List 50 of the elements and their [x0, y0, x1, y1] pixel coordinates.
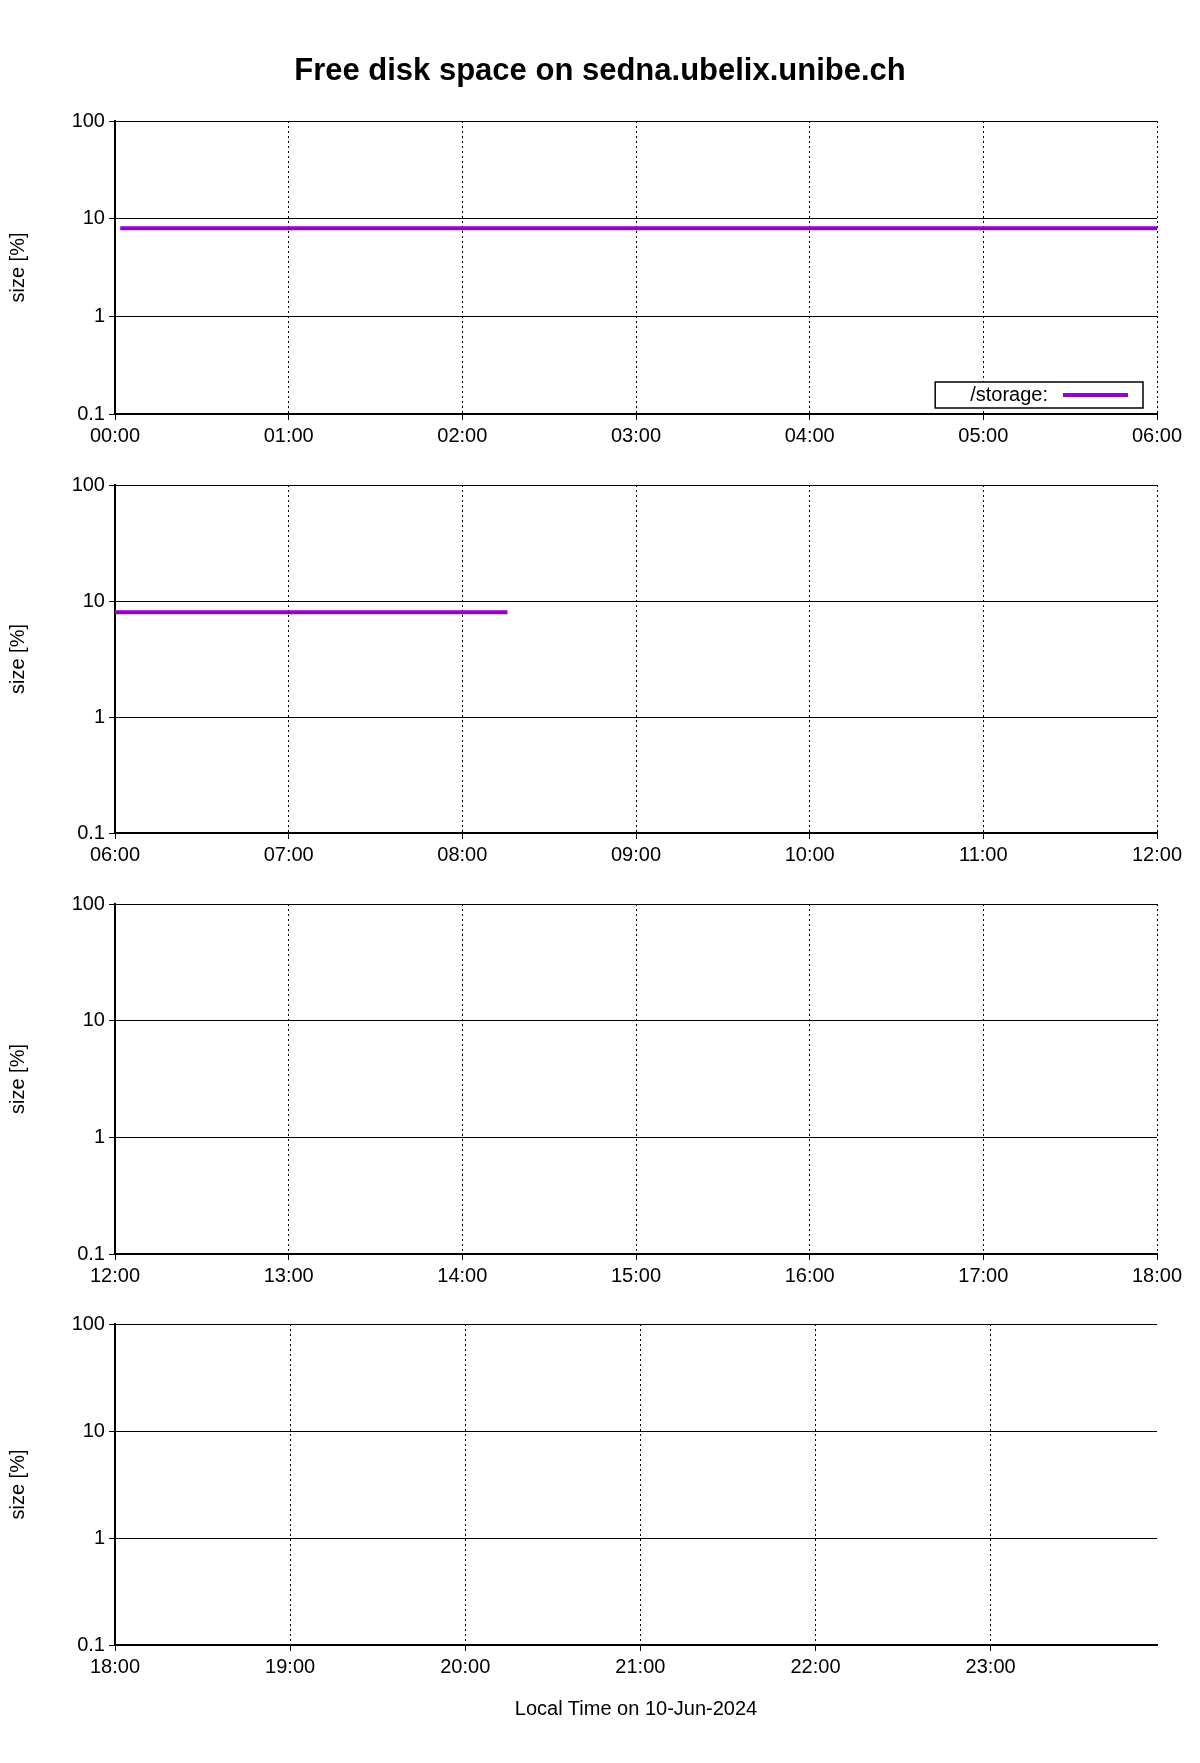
y-axis-title: size [%]	[5, 623, 28, 695]
x-tick-label: 17:00	[958, 1263, 1009, 1286]
y-axis-title: size [%]	[5, 232, 28, 303]
x-tick-label: 08:00	[437, 842, 488, 865]
y-tick-label: 0.1	[77, 1632, 105, 1655]
x-tick-label: 06:00	[89, 842, 141, 865]
x-tick-label: 22:00	[790, 1654, 841, 1677]
x-tick-label: 09:00	[610, 842, 662, 865]
y-tick-label: 1	[93, 1525, 105, 1548]
x-tick-label: 19:00	[265, 1654, 316, 1677]
y-tick-label: 10	[82, 1418, 105, 1441]
x-tick-label: 07:00	[263, 842, 314, 865]
x-tick-label: 18:00	[89, 1654, 141, 1677]
x-tick-label: 15:00	[610, 1263, 662, 1286]
y-tick-label: 1	[93, 1124, 105, 1147]
x-tick-label: 05:00	[958, 423, 1009, 446]
x-tick-label: 20:00	[440, 1654, 491, 1677]
x-tick-label: 12:00	[1131, 842, 1183, 865]
x-tick-label: 03:00	[610, 423, 662, 446]
x-tick-label: 04:00	[784, 423, 835, 446]
chart-title: Free disk space on sedna.ubelix.unibe.ch	[293, 52, 907, 88]
y-tick-label: 100	[71, 472, 105, 495]
x-tick-label: 21:00	[615, 1654, 666, 1677]
y-tick-label: 10	[82, 588, 105, 611]
y-tick-label: 1	[93, 704, 105, 727]
y-tick-label: 10	[82, 1008, 105, 1031]
x-tick-label: 23:00	[965, 1654, 1016, 1677]
y-tick-label: 100	[71, 108, 105, 131]
x-tick-label: 13:00	[263, 1263, 314, 1286]
x-tick-label: 11:00	[959, 842, 1008, 865]
x-tick-label: 00:00	[89, 423, 141, 446]
x-axis-title: Local Time on 10-Jun-2024	[514, 1696, 758, 1719]
y-tick-label: 0.1	[77, 401, 105, 424]
x-tick-label: 10:00	[784, 842, 835, 865]
x-tick-label: 16:00	[784, 1263, 835, 1286]
x-tick-label: 02:00	[437, 423, 488, 446]
y-axis-title: size [%]	[5, 1449, 28, 1520]
x-tick-label: 18:00	[1131, 1263, 1183, 1286]
x-tick-label: 06:00	[1131, 423, 1183, 446]
y-tick-label: 10	[82, 206, 105, 229]
x-tick-label: 01:00	[263, 423, 314, 446]
x-tick-label: 12:00	[89, 1263, 141, 1286]
y-tick-label: 1	[93, 303, 105, 326]
y-tick-label: 100	[71, 1311, 105, 1334]
y-axis-title: size [%]	[5, 1043, 28, 1115]
y-tick-label: 0.1	[77, 820, 105, 843]
y-tick-label: 100	[71, 891, 105, 914]
x-tick-label: 14:00	[437, 1263, 488, 1286]
legend-label: /storage:	[970, 382, 1048, 405]
y-tick-label: 0.1	[77, 1241, 105, 1264]
